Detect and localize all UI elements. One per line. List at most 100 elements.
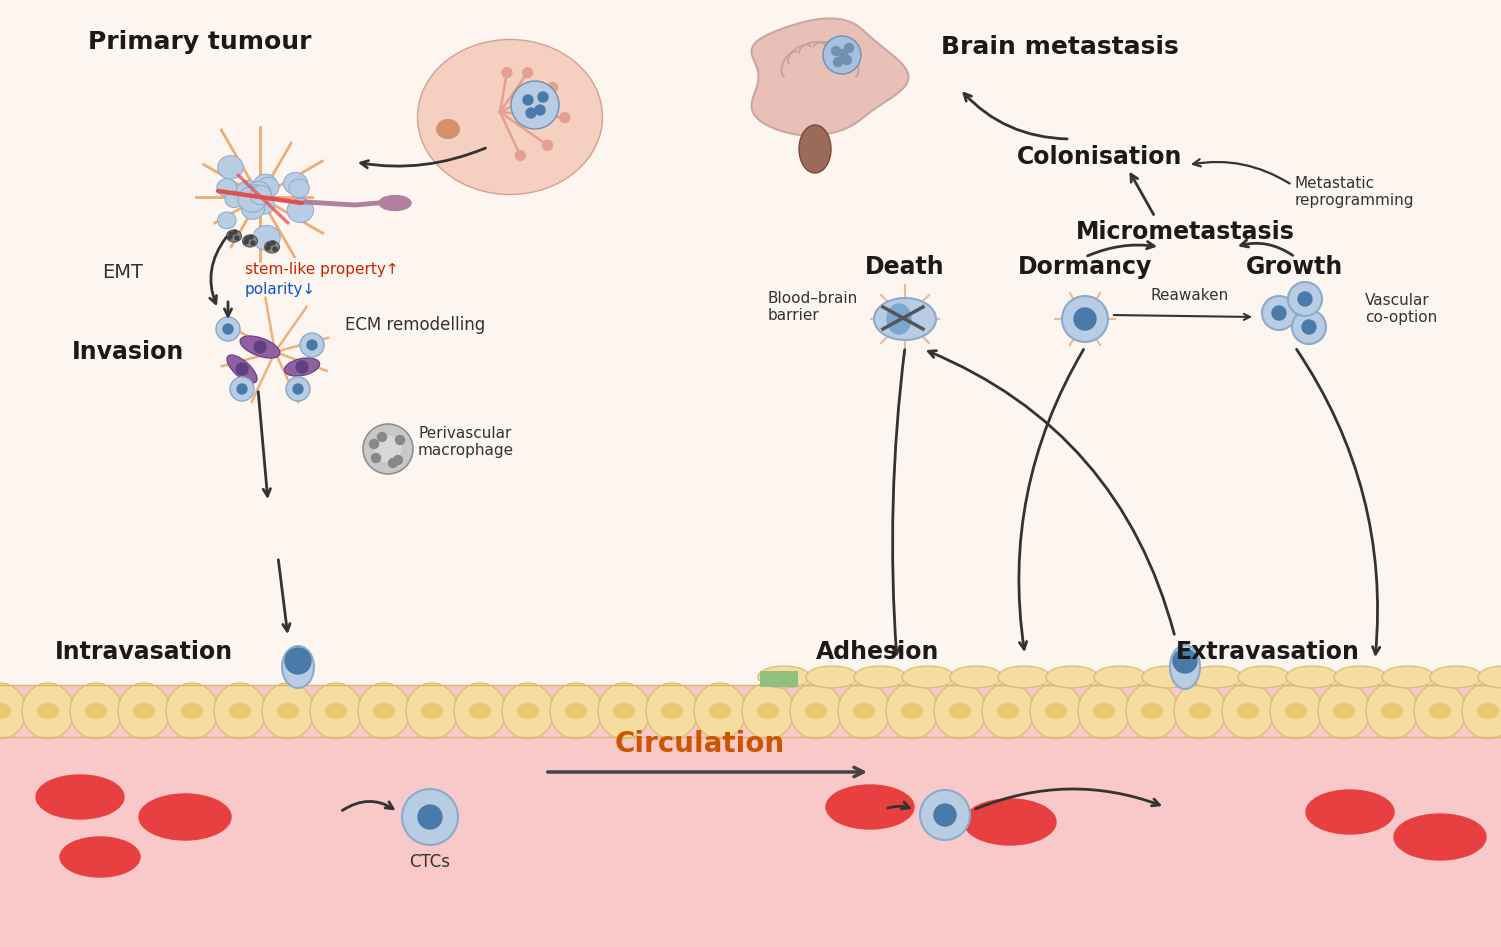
Ellipse shape <box>1174 683 1226 739</box>
Ellipse shape <box>902 666 955 688</box>
Ellipse shape <box>0 703 11 719</box>
Ellipse shape <box>1270 683 1322 739</box>
Bar <box>0 0 1501 685</box>
Ellipse shape <box>806 666 859 688</box>
Circle shape <box>272 241 275 245</box>
Circle shape <box>296 361 308 373</box>
Ellipse shape <box>1141 703 1163 719</box>
Text: Extravasation: Extravasation <box>1177 640 1360 664</box>
Ellipse shape <box>242 198 264 220</box>
Text: Primary tumour: Primary tumour <box>89 30 312 54</box>
Ellipse shape <box>1237 703 1259 719</box>
Text: Reawaken: Reawaken <box>1151 288 1229 302</box>
Circle shape <box>395 436 404 444</box>
Text: Invasion: Invasion <box>72 340 185 364</box>
Ellipse shape <box>1477 703 1499 719</box>
Text: Metastatic
reprogramming: Metastatic reprogramming <box>1295 176 1414 208</box>
Ellipse shape <box>246 185 273 211</box>
Ellipse shape <box>934 683 986 739</box>
Ellipse shape <box>564 703 587 719</box>
Ellipse shape <box>378 195 411 210</box>
Circle shape <box>363 424 413 474</box>
Circle shape <box>1298 292 1312 306</box>
Circle shape <box>267 243 272 247</box>
Circle shape <box>833 58 842 66</box>
Ellipse shape <box>1394 814 1486 860</box>
Circle shape <box>823 36 862 74</box>
Ellipse shape <box>216 179 237 197</box>
Circle shape <box>1063 296 1108 342</box>
Circle shape <box>230 377 254 401</box>
Text: Growth: Growth <box>1246 255 1343 279</box>
Text: Perivascular
macrophage: Perivascular macrophage <box>417 426 515 458</box>
Ellipse shape <box>949 703 971 719</box>
Text: Colonisation: Colonisation <box>1018 145 1183 169</box>
Ellipse shape <box>887 304 911 334</box>
Ellipse shape <box>227 355 257 383</box>
Circle shape <box>510 81 558 129</box>
Ellipse shape <box>1046 666 1099 688</box>
Ellipse shape <box>1142 666 1193 688</box>
Circle shape <box>228 235 233 239</box>
Ellipse shape <box>612 703 635 719</box>
Ellipse shape <box>243 235 258 247</box>
Circle shape <box>537 92 548 102</box>
Ellipse shape <box>287 198 314 223</box>
Ellipse shape <box>227 230 242 242</box>
Ellipse shape <box>119 683 170 739</box>
Text: Blood–brain
barrier: Blood–brain barrier <box>769 291 859 323</box>
Ellipse shape <box>854 666 907 688</box>
Ellipse shape <box>374 703 395 719</box>
Ellipse shape <box>240 336 281 358</box>
Ellipse shape <box>71 683 122 739</box>
Ellipse shape <box>1285 703 1307 719</box>
Text: CTCs: CTCs <box>410 853 450 871</box>
Ellipse shape <box>549 683 602 739</box>
Ellipse shape <box>278 703 299 719</box>
Circle shape <box>934 804 956 826</box>
Ellipse shape <box>359 683 410 739</box>
Ellipse shape <box>1045 703 1067 719</box>
Circle shape <box>308 340 317 350</box>
Ellipse shape <box>1429 703 1451 719</box>
Circle shape <box>548 82 557 93</box>
Ellipse shape <box>252 225 281 250</box>
Ellipse shape <box>660 703 683 719</box>
Ellipse shape <box>405 683 458 739</box>
Ellipse shape <box>246 182 272 205</box>
Text: Brain metastasis: Brain metastasis <box>941 35 1178 59</box>
Ellipse shape <box>134 703 155 719</box>
Text: Micrometastasis: Micrometastasis <box>1076 220 1294 244</box>
Circle shape <box>842 56 851 64</box>
Circle shape <box>245 240 248 244</box>
Circle shape <box>245 237 249 241</box>
Ellipse shape <box>288 179 309 198</box>
Ellipse shape <box>239 187 266 212</box>
Ellipse shape <box>245 193 263 210</box>
Ellipse shape <box>645 683 698 739</box>
Ellipse shape <box>790 683 842 739</box>
Ellipse shape <box>38 703 59 719</box>
Ellipse shape <box>799 125 832 173</box>
Text: Adhesion: Adhesion <box>817 640 940 664</box>
Ellipse shape <box>435 119 459 139</box>
Bar <box>760 671 799 687</box>
Circle shape <box>501 67 512 78</box>
Ellipse shape <box>1381 703 1403 719</box>
Circle shape <box>839 49 848 59</box>
Ellipse shape <box>255 196 275 214</box>
Text: ECM remodelling: ECM remodelling <box>345 316 485 334</box>
Circle shape <box>237 384 248 394</box>
Text: polarity↓: polarity↓ <box>245 281 317 296</box>
Circle shape <box>224 324 233 334</box>
Ellipse shape <box>874 298 937 340</box>
Polygon shape <box>752 18 908 135</box>
Circle shape <box>372 454 380 462</box>
Ellipse shape <box>805 703 827 719</box>
Text: Death: Death <box>865 255 944 279</box>
Circle shape <box>515 151 525 160</box>
Ellipse shape <box>420 703 443 719</box>
Ellipse shape <box>1030 683 1082 739</box>
Circle shape <box>402 789 458 845</box>
Ellipse shape <box>1382 666 1433 688</box>
